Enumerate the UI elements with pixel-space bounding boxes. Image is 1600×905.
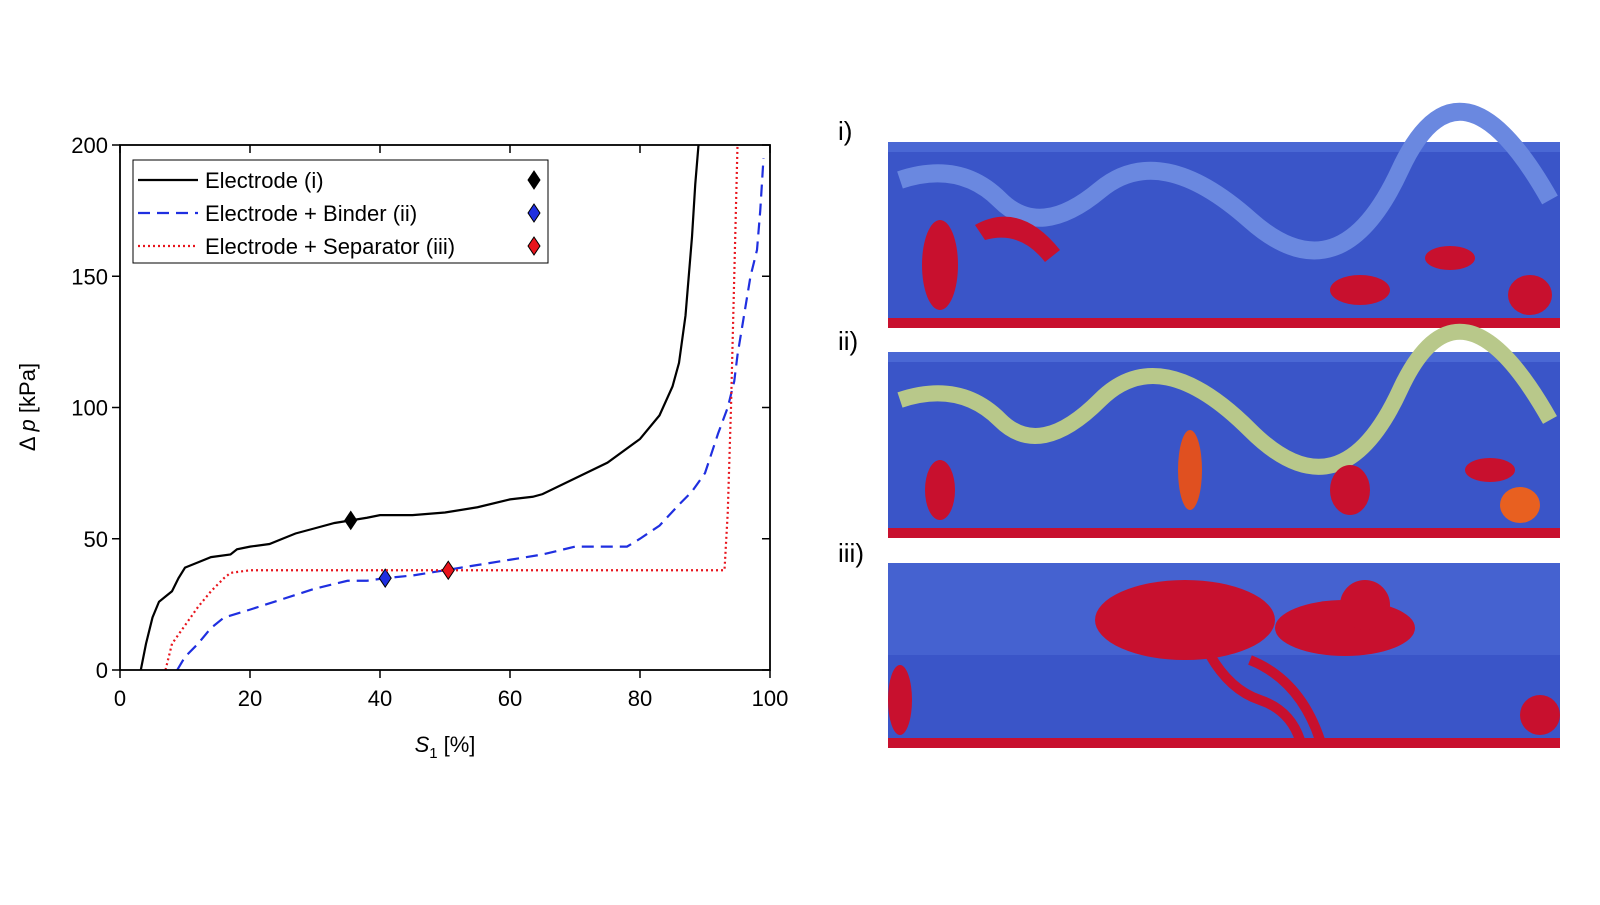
- series-line: [164, 145, 739, 670]
- x-label-symbol: S: [415, 732, 430, 757]
- channel: [1205, 652, 1325, 742]
- legend-marker: [527, 203, 541, 223]
- panel-top: [888, 352, 1560, 362]
- y-label-variable: p: [15, 419, 40, 432]
- panel-top: [888, 142, 1560, 152]
- panel-bottom: [888, 528, 1560, 538]
- y-tick-label: 50: [84, 527, 108, 552]
- panel-label: i): [838, 116, 852, 146]
- blob: [1500, 487, 1540, 523]
- panel-label: ii): [838, 326, 858, 356]
- legend-box: [132, 159, 549, 264]
- legend-label: Electrode + Binder (ii): [205, 201, 417, 226]
- x-label-unit: [%]: [444, 732, 476, 757]
- legend-marker: [527, 170, 541, 190]
- x-tick-label: 60: [498, 686, 522, 711]
- marker: [344, 510, 358, 531]
- x-tick-label: 0: [114, 686, 126, 711]
- blob: [925, 460, 955, 520]
- y-tick-label: 150: [71, 264, 108, 289]
- panel-image: [888, 352, 1560, 537]
- blob: [975, 216, 1060, 262]
- panel-bottom: [888, 738, 1560, 748]
- blob: [1340, 580, 1390, 630]
- plot-frame: [119, 144, 771, 671]
- x-label-subscript: 1: [429, 745, 437, 762]
- y-tick-label: 200: [71, 133, 108, 158]
- blob: [1465, 458, 1515, 482]
- binder: [897, 323, 1557, 475]
- series-line: [176, 158, 765, 670]
- blob: [922, 220, 958, 310]
- blob: [888, 665, 912, 735]
- panel-label: iii): [838, 538, 864, 568]
- blob: [1330, 275, 1390, 305]
- y-axis-label: Δ p [kPa]: [15, 363, 40, 451]
- panel-bottom: [888, 318, 1560, 328]
- x-tick-label: 80: [628, 686, 652, 711]
- blob: [1508, 275, 1552, 315]
- panel-images: [888, 102, 1560, 748]
- blob: [1520, 695, 1560, 735]
- legend-label: Electrode (i): [205, 168, 324, 193]
- pore-network: [897, 102, 1558, 260]
- blob: [1330, 465, 1370, 515]
- y-label-unit: [kPa]: [15, 363, 40, 413]
- blob: [1178, 430, 1202, 510]
- y-tick-label: 0: [96, 658, 108, 683]
- blob: [1095, 580, 1275, 660]
- marker: [378, 568, 392, 589]
- y-tick-label: 100: [71, 396, 108, 421]
- blob: [1425, 246, 1475, 270]
- x-tick-label: 20: [238, 686, 262, 711]
- x-tick-label: 100: [752, 686, 789, 711]
- y-label-symbol: Δ: [15, 436, 40, 451]
- x-axis-label: S1 [%]: [415, 732, 476, 762]
- x-tick-label: 40: [368, 686, 392, 711]
- legend-marker: [527, 236, 541, 256]
- legend-label: Electrode + Separator (iii): [205, 234, 455, 259]
- marker: [441, 560, 455, 581]
